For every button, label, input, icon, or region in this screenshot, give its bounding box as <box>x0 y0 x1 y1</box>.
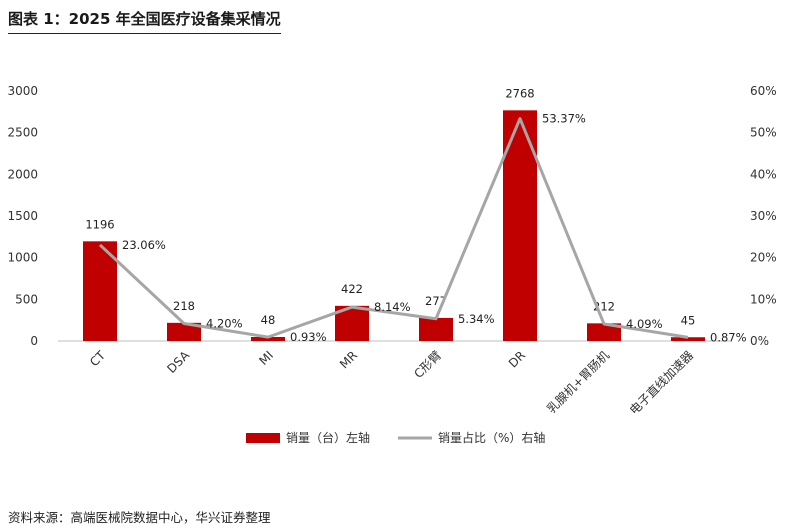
left-tick-label: 2000 <box>7 167 38 181</box>
line-data-label: 4.20% <box>206 317 243 331</box>
line-data-label: 4.09% <box>626 317 663 331</box>
bar <box>671 337 705 341</box>
line-data-label: 5.34% <box>458 312 495 326</box>
figure-title: 图表 1：2025 年全国医疗设备集采情况 <box>8 8 281 34</box>
legend: 销量（台）左轴 销量占比（%）右轴 <box>246 430 545 445</box>
line-data-label: 0.93% <box>290 330 327 344</box>
right-tick-label: 0% <box>750 334 769 348</box>
category-label: MI <box>256 348 276 368</box>
category-label: C形臂 <box>411 348 444 381</box>
line-series: 23.06% 4.20% 0.93% 8.14% 5.34% 53.37% 4.09% 0.8… <box>98 112 747 344</box>
bar <box>419 317 453 341</box>
category-label: DSA <box>164 348 192 376</box>
bar-data-label: 422 <box>341 282 363 296</box>
bar-data-label: 2768 <box>505 86 534 100</box>
category-label: 乳腺机+胃肠机 <box>544 348 612 416</box>
left-tick-label: 1500 <box>7 209 38 223</box>
combo-chart: 0 500 1000 1500 2000 2500 3000 0% 10% 20% 30% 40% 5… <box>7 84 777 445</box>
left-tick-label: 3000 <box>7 84 38 98</box>
right-tick-label: 20% <box>750 251 777 265</box>
bar <box>83 241 117 341</box>
right-tick-label: 60% <box>750 84 777 98</box>
legend-bar-swatch <box>246 433 280 443</box>
category-label: 电子直线加速器 <box>627 348 696 417</box>
left-axis: 0 500 1000 1500 2000 2500 3000 <box>7 84 38 348</box>
right-axis: 0% 10% 20% 30% 40% 50% 60% <box>750 84 777 348</box>
category-label: MR <box>337 348 360 371</box>
right-tick-label: 10% <box>750 292 777 306</box>
bar-data-label: 45 <box>681 313 696 327</box>
category-labels: CT DSA MI MR C形臂 DR 乳腺机+胃肠机 电子直线加速器 <box>87 348 696 418</box>
line-data-label: 0.87% <box>710 330 747 344</box>
source-note: 资料来源：高端医械院数据中心，华兴证券整理 <box>8 510 271 525</box>
category-label: DR <box>506 348 528 370</box>
bar-data-label: 48 <box>261 313 276 327</box>
line-data-label: 23.06% <box>122 238 166 252</box>
bar <box>251 337 285 341</box>
bar-data-label: 1196 <box>85 217 114 231</box>
right-tick-label: 40% <box>750 167 777 181</box>
line-data-label: 8.14% <box>374 300 411 314</box>
bar <box>587 323 621 341</box>
line-data-label: 53.37% <box>542 112 586 126</box>
share-line <box>98 117 689 339</box>
left-tick-label: 500 <box>15 292 38 306</box>
left-tick-label: 1000 <box>7 251 38 265</box>
right-tick-label: 50% <box>750 126 777 140</box>
bar-data-label: 218 <box>173 299 195 313</box>
bar <box>167 322 201 341</box>
left-tick-label: 0 <box>30 334 38 348</box>
left-tick-label: 2500 <box>7 126 38 140</box>
legend-line-label: 销量占比（%）右轴 <box>438 430 545 445</box>
legend-bar-label: 销量（台）左轴 <box>286 430 370 445</box>
category-label: CT <box>87 348 108 369</box>
right-tick-label: 30% <box>750 209 777 223</box>
